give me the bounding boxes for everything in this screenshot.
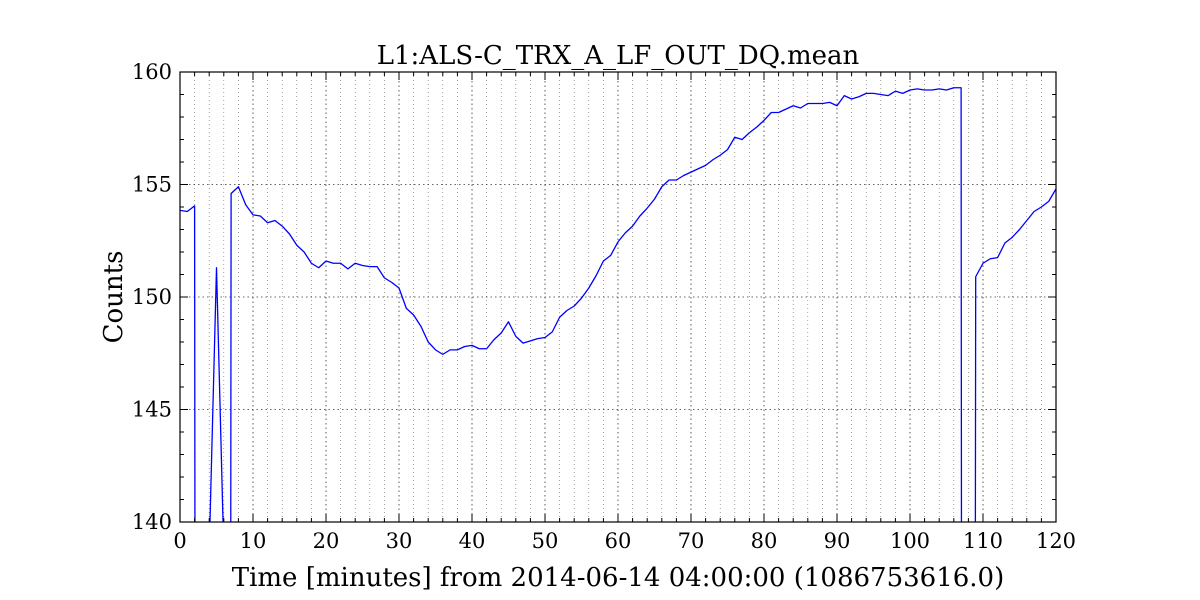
- y-tick-label: 160: [132, 60, 172, 84]
- x-tick-label: 70: [678, 529, 705, 553]
- x-tick-label: 30: [386, 529, 413, 553]
- chart-title: L1:ALS-C_TRX_A_LF_OUT_DQ.mean: [377, 41, 860, 71]
- y-tick-label: 140: [132, 510, 172, 534]
- y-tick-labels: 140 145 150 155 160: [132, 60, 172, 534]
- axis-ticks: [179, 71, 1057, 523]
- x-tick-label: 50: [532, 529, 559, 553]
- x-tick-label: 80: [751, 529, 778, 553]
- x-tick-label: 20: [313, 529, 340, 553]
- series-line: [180, 87, 1056, 522]
- y-tick-label: 155: [132, 173, 172, 197]
- x-tick-label: 100: [890, 529, 930, 553]
- grid: [180, 72, 1056, 522]
- x-axis-label: Time [minutes] from 2014-06-14 04:00:00 …: [232, 563, 1005, 593]
- x-tick-labels: 0 10 20 30 40 50 60 70 80 90 100 110 120: [173, 529, 1076, 553]
- x-tick-label: 40: [459, 529, 486, 553]
- x-tick-label: 60: [605, 529, 632, 553]
- y-tick-label: 150: [132, 285, 172, 309]
- x-tick-label: 120: [1036, 529, 1076, 553]
- x-tick-label: 10: [240, 529, 267, 553]
- y-axis-label: Counts: [99, 251, 129, 344]
- x-tick-label: 0: [173, 529, 186, 553]
- x-tick-label: 90: [824, 529, 851, 553]
- x-tick-label: 110: [963, 529, 1003, 553]
- y-tick-label: 145: [132, 398, 172, 422]
